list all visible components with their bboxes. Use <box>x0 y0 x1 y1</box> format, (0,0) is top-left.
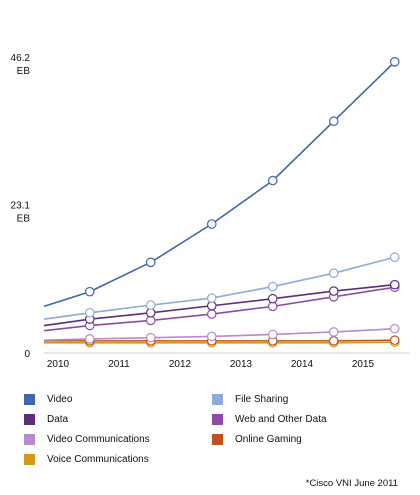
y-tick-label-0: 0 <box>24 349 30 360</box>
data-point-video-2014 <box>328 116 339 127</box>
legend-label-data: Data <box>47 414 69 425</box>
data-point-file-sharing-2014 <box>328 268 339 278</box>
legend-label-video-communications: Video Communications <box>47 434 150 445</box>
series-line-video <box>43 61 396 308</box>
legend-label-voice-communications: Voice Communications <box>47 454 149 465</box>
data-point-video-2012 <box>206 219 217 229</box>
legend-label-online-gaming: Online Gaming <box>235 434 302 445</box>
series-line-online-gaming <box>44 339 395 342</box>
data-point-video-2015 <box>389 57 400 67</box>
data-point-video-communications-2015 <box>389 323 400 334</box>
series-line-web-and-other-data <box>43 286 395 332</box>
legend-item-online-gaming: Online Gaming <box>212 434 302 445</box>
data-point-web-and-other-data-2012 <box>206 309 217 319</box>
legend-swatch-data <box>24 414 35 425</box>
data-point-video-2011 <box>145 257 156 268</box>
data-point-video-communications-2014 <box>328 327 339 337</box>
legend-item-web-and-other-data: Web and Other Data <box>212 414 327 425</box>
legend-swatch-video-communications <box>24 434 35 445</box>
x-tick-label-2010: 2010 <box>47 359 70 370</box>
line-chart: 46.2 EB 23.1 EB 0 2010 2011 2012 2013 2014 2015 <box>11 53 410 370</box>
legend-label-file-sharing: File Sharing <box>235 394 289 405</box>
data-point-file-sharing-2010 <box>84 307 95 318</box>
x-tick-label-2013: 2013 <box>230 359 253 370</box>
legend-label-web-and-other-data: Web and Other Data <box>235 414 327 425</box>
y-tick-label-46-2: 46.2 EB <box>11 53 31 77</box>
series-line-data <box>43 283 395 327</box>
legend-item-video-communications: Video Communications <box>24 434 150 445</box>
data-point-video-communications-2010 <box>84 334 95 344</box>
legend-swatch-online-gaming <box>212 434 223 445</box>
data-point-data-2015 <box>389 279 400 290</box>
x-tick-label-2012: 2012 <box>169 359 192 370</box>
data-point-online-gaming-2015 <box>389 335 400 346</box>
legend-item-file-sharing: File Sharing <box>212 394 288 405</box>
data-point-video-2013 <box>267 175 278 186</box>
legend-item-voice-communications: Voice Communications <box>24 454 149 465</box>
data-point-video-communications-2012 <box>206 331 217 342</box>
series-line-voice-communications <box>44 341 395 344</box>
data-point-video-communications-2011 <box>145 332 156 343</box>
legend-swatch-video <box>24 394 35 405</box>
x-tick-label-2014: 2014 <box>291 359 314 370</box>
legend-swatch-file-sharing <box>212 394 223 405</box>
chart-legend: Video File Sharing Data Web and Other Da… <box>24 394 404 474</box>
data-point-video-communications-2013 <box>267 329 278 340</box>
legend-item-data: Data <box>24 414 68 425</box>
data-point-video-2010 <box>84 286 95 297</box>
data-point-data-2013 <box>267 293 278 304</box>
data-point-online-gaming-2014 <box>328 336 339 346</box>
legend-swatch-web-and-other-data <box>212 414 223 425</box>
source-note: *Cisco VNI June 2011 <box>305 478 398 489</box>
data-point-file-sharing-2013 <box>267 281 278 292</box>
data-point-file-sharing-2015 <box>389 252 400 263</box>
legend-item-video: Video <box>24 394 72 405</box>
data-point-file-sharing-2012 <box>206 293 217 303</box>
x-tick-label-2011: 2011 <box>108 359 130 370</box>
y-tick-label-23-1: 23.1 EB <box>11 201 31 225</box>
x-tick-label-2015: 2015 <box>352 359 375 370</box>
legend-label-video: Video <box>47 394 73 405</box>
legend-swatch-voice-communications <box>24 454 35 465</box>
data-point-file-sharing-2011 <box>145 300 156 310</box>
data-point-data-2014 <box>328 286 339 296</box>
series-line-video-communications <box>43 327 395 342</box>
